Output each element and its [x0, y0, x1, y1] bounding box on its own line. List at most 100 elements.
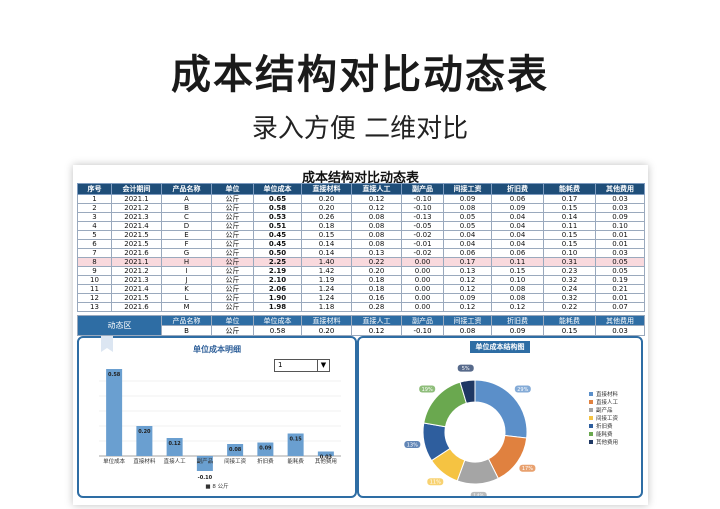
- table-cell[interactable]: 0.65: [253, 194, 302, 204]
- chevron-down-icon[interactable]: ▼: [317, 360, 329, 371]
- table-cell[interactable]: 0.07: [595, 302, 645, 312]
- table-cell[interactable]: 2021.5: [111, 293, 162, 303]
- table-cell[interactable]: 0.58: [253, 203, 302, 213]
- table-cell[interactable]: 0.20: [301, 194, 352, 204]
- table-cell[interactable]: 0.28: [351, 302, 402, 312]
- table-cell[interactable]: 0.14: [543, 212, 596, 222]
- table-cell[interactable]: 公斤: [211, 212, 254, 222]
- table-cell[interactable]: 0.09: [491, 203, 544, 213]
- table-cell[interactable]: 0.06: [491, 248, 544, 258]
- table-cell[interactable]: 0.32: [543, 275, 596, 285]
- table-cell[interactable]: 0.04: [491, 239, 544, 249]
- table-cell[interactable]: 0.11: [491, 257, 544, 267]
- table-cell[interactable]: 0.22: [351, 257, 402, 267]
- table-cell[interactable]: 0.04: [443, 230, 492, 240]
- table-cell[interactable]: 3: [77, 212, 112, 222]
- table-cell[interactable]: 12: [77, 293, 112, 303]
- table-cell[interactable]: 0.01: [595, 230, 645, 240]
- table-cell[interactable]: 公斤: [211, 257, 254, 267]
- table-cell[interactable]: 1.90: [253, 293, 302, 303]
- table-cell[interactable]: 0.12: [491, 302, 544, 312]
- table-cell[interactable]: 2021.2: [111, 266, 162, 276]
- table-cell[interactable]: 0.24: [543, 284, 596, 294]
- table-cell[interactable]: 0.15: [543, 230, 596, 240]
- table-cell[interactable]: 0.18: [351, 275, 402, 285]
- table-cell[interactable]: 0.20: [351, 266, 402, 276]
- table-cell[interactable]: 0.10: [543, 248, 596, 258]
- table-cell[interactable]: 0.08: [351, 221, 402, 231]
- table-cell[interactable]: 0.14: [301, 248, 352, 258]
- table-cell[interactable]: 0.26: [301, 212, 352, 222]
- table-cell[interactable]: 2021.5: [111, 239, 162, 249]
- table-cell[interactable]: 0.00: [401, 284, 444, 294]
- table-cell[interactable]: 2021.3: [111, 275, 162, 285]
- table-cell[interactable]: 0.13: [443, 266, 492, 276]
- table-cell[interactable]: 0.05: [443, 221, 492, 231]
- table-cell[interactable]: 0.09: [595, 212, 645, 222]
- table-cell[interactable]: 2021.6: [111, 302, 162, 312]
- table-cell[interactable]: 1.18: [301, 302, 352, 312]
- table-cell[interactable]: 1: [77, 194, 112, 204]
- table-cell[interactable]: 11: [77, 284, 112, 294]
- table-cell[interactable]: 0.15: [543, 203, 596, 213]
- table-cell[interactable]: 0.00: [401, 266, 444, 276]
- table-cell[interactable]: 2021.6: [111, 248, 162, 258]
- table-cell[interactable]: 0.03: [595, 203, 645, 213]
- table-cell[interactable]: 2.10: [253, 275, 302, 285]
- table-cell[interactable]: 0.01: [595, 239, 645, 249]
- table-cell[interactable]: 0.32: [543, 293, 596, 303]
- table-cell[interactable]: 0.04: [491, 212, 544, 222]
- table-cell[interactable]: 0.50: [253, 248, 302, 258]
- table-cell[interactable]: M: [161, 302, 212, 312]
- table-cell[interactable]: 4: [77, 221, 112, 231]
- table-cell[interactable]: -0.01: [401, 239, 444, 249]
- table-cell[interactable]: 0.09: [443, 194, 492, 204]
- table-cell[interactable]: 公斤: [211, 302, 254, 312]
- table-cell[interactable]: 13: [77, 302, 112, 312]
- table-cell[interactable]: 0.12: [351, 194, 402, 204]
- table-cell[interactable]: 0.45: [253, 230, 302, 240]
- table-cell[interactable]: 0.10: [595, 221, 645, 231]
- table-cell[interactable]: 0.14: [301, 239, 352, 249]
- table-cell[interactable]: -0.02: [401, 230, 444, 240]
- table-cell[interactable]: I: [161, 266, 212, 276]
- table-cell[interactable]: 0.00: [401, 302, 444, 312]
- table-cell[interactable]: 公斤: [211, 230, 254, 240]
- table-cell[interactable]: 0.31: [543, 257, 596, 267]
- table-cell[interactable]: -0.02: [401, 248, 444, 258]
- table-cell[interactable]: 2.06: [253, 284, 302, 294]
- table-cell[interactable]: 2021.3: [111, 212, 162, 222]
- table-cell[interactable]: 9: [77, 266, 112, 276]
- table-cell[interactable]: 公斤: [211, 239, 254, 249]
- table-cell[interactable]: 0.03: [595, 194, 645, 204]
- table-cell[interactable]: A: [161, 194, 212, 204]
- table-cell[interactable]: 0.11: [543, 221, 596, 231]
- table-cell[interactable]: 2021.1: [111, 194, 162, 204]
- table-cell[interactable]: 0.05: [595, 257, 645, 267]
- table-cell[interactable]: 0.19: [595, 275, 645, 285]
- table-cell[interactable]: D: [161, 221, 212, 231]
- table-cell[interactable]: 0.05: [443, 212, 492, 222]
- table-cell[interactable]: 0.00: [401, 293, 444, 303]
- table-cell[interactable]: 1.19: [301, 275, 352, 285]
- table-cell[interactable]: 0.18: [301, 221, 352, 231]
- table-cell[interactable]: F: [161, 239, 212, 249]
- table-cell[interactable]: 0.18: [351, 284, 402, 294]
- table-cell[interactable]: 0.08: [491, 293, 544, 303]
- table-cell[interactable]: 0.01: [595, 293, 645, 303]
- table-cell[interactable]: 5: [77, 230, 112, 240]
- table-cell[interactable]: 2021.5: [111, 230, 162, 240]
- table-cell[interactable]: 公斤: [211, 275, 254, 285]
- table-cell[interactable]: 0.15: [301, 230, 352, 240]
- table-cell[interactable]: 0.06: [443, 248, 492, 258]
- table-cell[interactable]: H: [161, 257, 212, 267]
- table-cell[interactable]: 0.23: [543, 266, 596, 276]
- table-cell[interactable]: 0.00: [401, 275, 444, 285]
- table-cell[interactable]: 0.16: [351, 293, 402, 303]
- table-cell[interactable]: 0.17: [543, 194, 596, 204]
- table-cell[interactable]: J: [161, 275, 212, 285]
- table-cell[interactable]: 0.53: [253, 212, 302, 222]
- table-cell[interactable]: 0.08: [351, 212, 402, 222]
- table-cell[interactable]: 0.00: [401, 257, 444, 267]
- table-cell[interactable]: 1.40: [301, 257, 352, 267]
